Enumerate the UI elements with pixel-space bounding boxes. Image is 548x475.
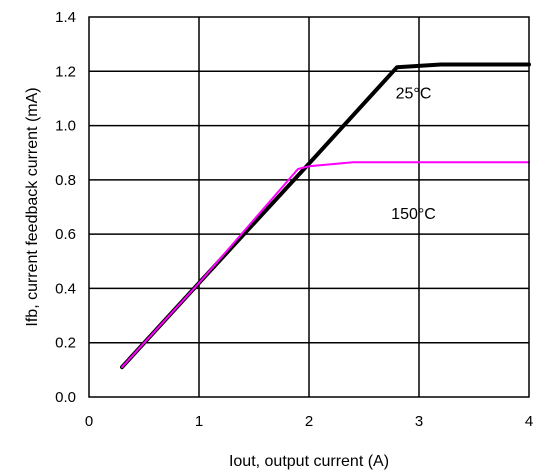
y-tick-label: 0.6 bbox=[55, 226, 76, 243]
y-tick-label: 1.2 bbox=[55, 63, 76, 80]
series-line-150c bbox=[121, 161, 530, 369]
y-tick-label: 0.2 bbox=[55, 335, 76, 352]
series-layer bbox=[120, 62, 531, 370]
x-tick-label: 0 bbox=[85, 413, 93, 430]
y-tick-label: 0.4 bbox=[55, 280, 76, 297]
y-axis-label: Ifb, current feedback current (mA) bbox=[24, 87, 41, 326]
y-tick-label: 0.0 bbox=[55, 389, 76, 406]
y-tick-label: 1.4 bbox=[55, 9, 76, 26]
plot-frame bbox=[88, 16, 530, 398]
series-annotation: 150°C bbox=[391, 206, 436, 223]
x-tick-label: 4 bbox=[525, 413, 533, 430]
x-tick-label: 2 bbox=[305, 413, 313, 430]
x-tick-label: 1 bbox=[195, 413, 203, 430]
grid-lines bbox=[89, 17, 529, 397]
y-tick-labels: 0.0 0.2 0.4 0.6 0.8 1.0 1.2 1.4 bbox=[55, 9, 76, 406]
series-annotation: 25°C bbox=[396, 85, 432, 102]
y-tick-label: 1.0 bbox=[55, 118, 76, 135]
x-axis-label: Iout, output current (A) bbox=[229, 453, 389, 470]
series-line-25c bbox=[120, 62, 531, 370]
annotations: 25°C 150°C bbox=[391, 85, 436, 223]
x-tick-labels: 0 1 2 3 4 bbox=[85, 413, 533, 430]
x-tick-label: 3 bbox=[415, 413, 423, 430]
y-tick-label: 0.8 bbox=[55, 172, 76, 189]
